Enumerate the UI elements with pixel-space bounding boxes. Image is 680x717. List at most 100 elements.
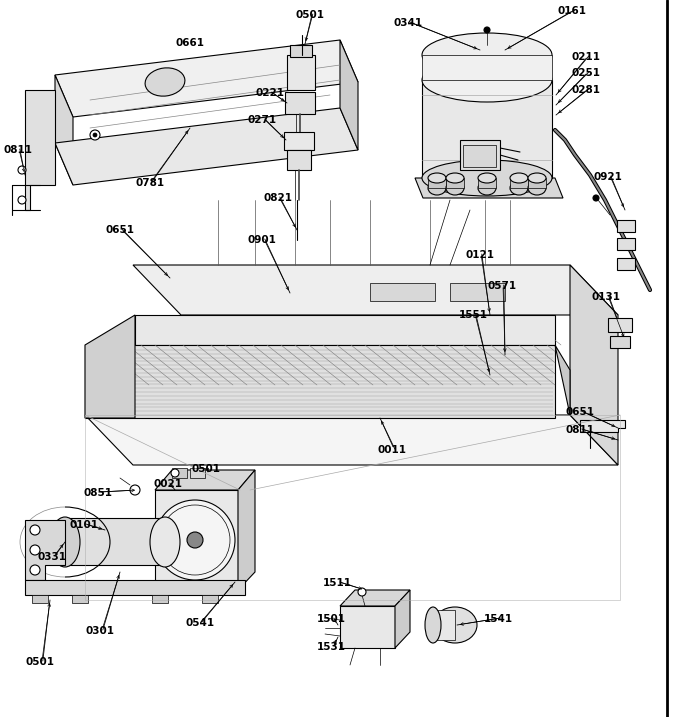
Polygon shape [25, 520, 65, 580]
Text: 0211: 0211 [572, 52, 601, 62]
Bar [290, 45, 312, 57]
Ellipse shape [428, 181, 446, 195]
Bar [433, 610, 455, 640]
Text: 0281: 0281 [572, 85, 601, 95]
Ellipse shape [478, 181, 496, 195]
Bar [202, 595, 218, 603]
Polygon shape [555, 345, 570, 415]
Text: 0251: 0251 [572, 68, 601, 78]
Ellipse shape [510, 173, 528, 183]
Bar [617, 238, 635, 250]
Circle shape [30, 545, 40, 555]
Polygon shape [25, 90, 55, 210]
Circle shape [18, 196, 26, 204]
Ellipse shape [183, 505, 196, 526]
Ellipse shape [446, 181, 464, 195]
Text: 0811: 0811 [565, 425, 594, 435]
Text: 0331: 0331 [38, 552, 67, 562]
Bar [340, 606, 395, 648]
Circle shape [18, 166, 26, 174]
Bar [284, 132, 314, 150]
Ellipse shape [425, 607, 441, 643]
Text: 0651: 0651 [105, 225, 134, 235]
Circle shape [30, 565, 40, 575]
Text: 1511: 1511 [323, 578, 352, 588]
Text: 1501: 1501 [317, 614, 346, 624]
Polygon shape [85, 315, 135, 418]
Text: 0661: 0661 [175, 38, 204, 48]
Ellipse shape [446, 173, 464, 183]
Polygon shape [55, 108, 358, 185]
Polygon shape [85, 415, 618, 465]
Polygon shape [55, 75, 73, 185]
Circle shape [93, 133, 97, 137]
Polygon shape [85, 345, 555, 418]
Text: 0131: 0131 [592, 292, 621, 302]
Text: 1551: 1551 [459, 310, 488, 320]
Text: 0501: 0501 [296, 10, 325, 20]
Ellipse shape [163, 522, 182, 536]
Ellipse shape [422, 160, 552, 196]
Circle shape [155, 500, 235, 580]
Text: 0301: 0301 [86, 626, 115, 636]
Bar [610, 336, 630, 348]
Text: 0501: 0501 [26, 657, 55, 667]
Polygon shape [580, 420, 625, 432]
Text: 1541: 1541 [484, 614, 513, 624]
Circle shape [30, 525, 40, 535]
Polygon shape [415, 178, 563, 198]
Bar [617, 258, 635, 270]
Bar [510, 178, 528, 188]
Bar [428, 178, 446, 188]
Circle shape [593, 195, 599, 201]
Bar [285, 92, 315, 114]
Bar [152, 595, 168, 603]
Ellipse shape [422, 58, 552, 102]
Circle shape [171, 469, 179, 477]
Circle shape [358, 588, 366, 596]
Text: 0501: 0501 [191, 464, 220, 474]
Polygon shape [340, 40, 358, 150]
Bar [528, 178, 546, 188]
Text: 0921: 0921 [594, 172, 623, 182]
Ellipse shape [528, 173, 546, 183]
Polygon shape [422, 55, 552, 80]
Text: 0851: 0851 [83, 488, 112, 498]
Polygon shape [570, 265, 618, 465]
Text: 0541: 0541 [185, 618, 214, 628]
Bar [370, 283, 435, 301]
Bar [608, 318, 632, 332]
Ellipse shape [203, 512, 218, 529]
Ellipse shape [210, 534, 230, 546]
Bar [172, 468, 187, 478]
Polygon shape [155, 470, 255, 490]
Circle shape [90, 130, 100, 140]
Bar [32, 595, 48, 603]
Polygon shape [340, 590, 410, 606]
Ellipse shape [163, 544, 182, 558]
Ellipse shape [50, 517, 80, 567]
Bar [190, 468, 205, 478]
Text: 0121: 0121 [465, 250, 494, 260]
Text: 0021: 0021 [153, 479, 182, 489]
Bar [72, 595, 88, 603]
Polygon shape [135, 315, 555, 345]
Text: 0101: 0101 [69, 520, 98, 530]
Polygon shape [133, 265, 618, 315]
Ellipse shape [428, 173, 446, 183]
Text: 0811: 0811 [3, 145, 32, 155]
Text: 0571: 0571 [487, 281, 516, 291]
Ellipse shape [183, 554, 196, 574]
Text: 0901: 0901 [248, 235, 277, 245]
Polygon shape [65, 518, 165, 565]
Bar [446, 178, 464, 188]
Polygon shape [422, 80, 552, 178]
Polygon shape [25, 580, 245, 595]
Ellipse shape [422, 33, 552, 77]
Polygon shape [55, 40, 358, 117]
Circle shape [484, 27, 490, 33]
Text: 0221: 0221 [255, 88, 284, 98]
Ellipse shape [145, 68, 185, 96]
Ellipse shape [528, 181, 546, 195]
Bar [287, 150, 311, 170]
